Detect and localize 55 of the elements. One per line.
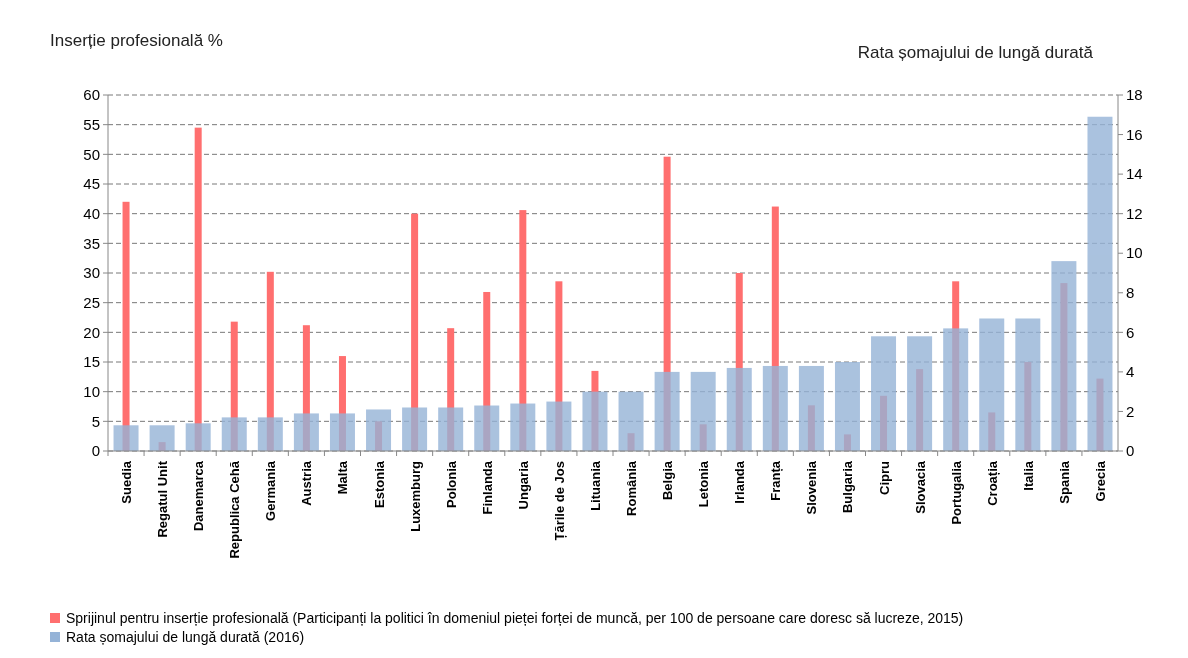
- x-tick-label: Franța: [768, 460, 784, 501]
- x-tick-label: Suedia: [119, 460, 135, 504]
- x-tick-label: Austria: [299, 460, 315, 506]
- y2-tick-label: 2: [1126, 402, 1135, 420]
- x-tick-label: Croația: [984, 460, 1000, 506]
- y2-tick-label: 18: [1126, 86, 1143, 104]
- y-tick-label: 20: [83, 323, 100, 341]
- x-tick-label: Slovacia: [912, 460, 928, 514]
- x-tick-label: Polonia: [443, 460, 459, 508]
- x-tick-label: Malta: [335, 460, 351, 495]
- y-tick-label: 55: [83, 115, 100, 133]
- x-tick-label: Italia: [1020, 460, 1036, 491]
- x-tick-label: Republica Cehă: [227, 460, 243, 559]
- x-tick-label: Regatul Unit: [155, 460, 171, 538]
- y2-tick-label: 0: [1126, 442, 1135, 460]
- y-tick-label: 25: [83, 293, 100, 311]
- y2-tick-label: 10: [1126, 244, 1143, 262]
- legend-label: Sprijinul pentru inserție profesională (Participanți la politici în domeniul pieței forței de muncă, per 100 de persoane care doresc să lucreze, 2015): [66, 609, 964, 626]
- x-tick-label: Ungaria: [515, 460, 531, 510]
- y-tick-label: 10: [83, 382, 100, 400]
- y-tick-label: 15: [83, 353, 100, 371]
- y-tick-label: 30: [83, 264, 100, 282]
- y-tick-label: 40: [83, 204, 100, 222]
- y2-axis-title: Rata șomajului de lungă durată: [857, 43, 1094, 62]
- x-tick-label: Cipru: [876, 460, 892, 495]
- y-tick-label: 60: [83, 86, 100, 104]
- y2-tick-label: 14: [1126, 165, 1143, 183]
- x-tick-label: Portugalia: [948, 460, 964, 525]
- x-tick-label: Bulgaria: [840, 460, 856, 514]
- x-tick-label: Belgia: [660, 460, 676, 501]
- y-tick-label: 45: [83, 175, 100, 193]
- legend-label: Rata șomajului de lungă durată (2016): [66, 628, 305, 645]
- y2-tick-label: 12: [1126, 204, 1143, 222]
- x-tick-label: Finlanda: [479, 460, 495, 515]
- y-tick-label: 50: [83, 145, 100, 163]
- y-tick-label: 0: [91, 442, 100, 460]
- y2-tick-label: 16: [1126, 125, 1143, 143]
- x-tick-label: Letonia: [696, 460, 712, 508]
- x-tick-label: Luxemburg: [407, 460, 423, 532]
- x-tick-label: Irlanda: [732, 460, 748, 504]
- x-tick-label: Danemarca: [191, 460, 207, 532]
- y2-tick-label: 6: [1126, 323, 1135, 341]
- y-axis-title: Inserție profesională %: [50, 31, 223, 50]
- x-tick-label: Lituania: [587, 460, 603, 511]
- y2-tick-label: 8: [1126, 284, 1135, 302]
- x-tick-label: Estonia: [371, 460, 387, 508]
- y2-tick-label: 4: [1126, 363, 1135, 381]
- x-tick-label: Slovenia: [804, 460, 820, 515]
- x-tick-label: Spania: [1056, 460, 1072, 504]
- y-tick-label: 5: [91, 412, 100, 430]
- x-tick-label: Germania: [263, 460, 279, 521]
- x-tick-label: România: [624, 460, 640, 516]
- y-tick-label: 35: [83, 234, 100, 252]
- x-tick-label: Țările de Jos: [551, 461, 567, 541]
- x-tick-label: Grecia: [1092, 460, 1108, 502]
